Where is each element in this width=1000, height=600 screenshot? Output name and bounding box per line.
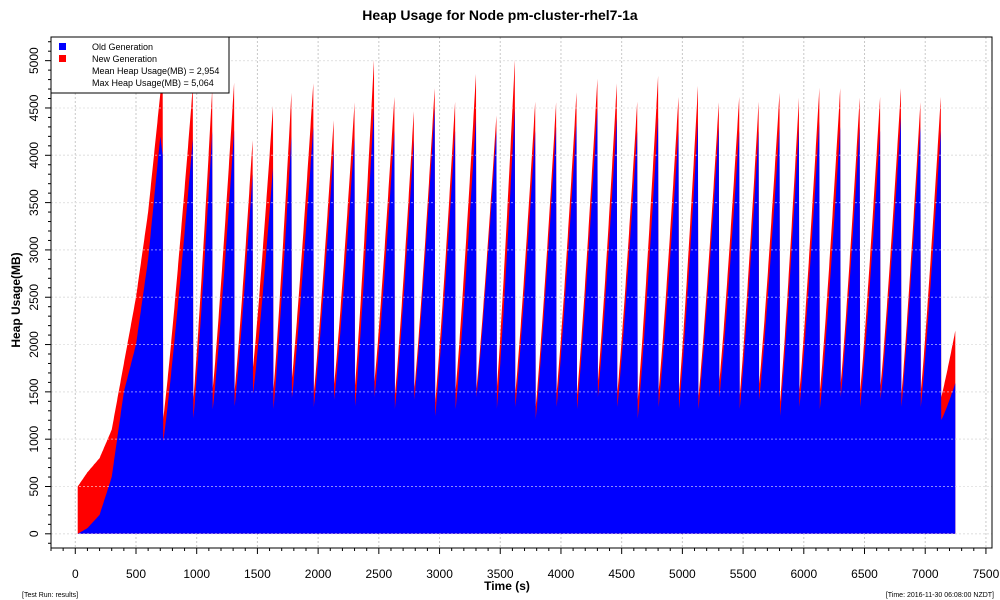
y-tick-label: 2000 (27, 331, 41, 358)
x-tick-label: 1000 (183, 567, 210, 581)
chart-title: Heap Usage for Node pm-cluster-rhel7-1a (362, 7, 638, 23)
x-tick-label: 5000 (669, 567, 696, 581)
legend: Old Generation New Generation Mean Heap … (50, 36, 230, 94)
y-tick-label: 4000 (27, 142, 41, 169)
x-tick-label: 0 (72, 567, 79, 581)
x-tick-label: 3500 (487, 567, 514, 581)
y-tick-label: 0 (27, 530, 41, 537)
grid-lines-overlay (51, 60, 992, 535)
y-tick-label: 3500 (27, 189, 41, 216)
footer-test-run: [Test Run: results] (22, 592, 78, 599)
y-tick-label: 1500 (27, 378, 41, 405)
x-tick-label: 7500 (973, 567, 1000, 581)
y-axis-label: Heap Usage(MB) (9, 252, 23, 347)
x-tick-label: 4000 (548, 567, 575, 581)
y-tick-label: 4500 (27, 94, 41, 121)
y-axis-ticks: 0 500 1000 1500 2000 2500 3000 3500 4000 4500 5000 (27, 41, 51, 544)
x-tick-label: 6500 (851, 567, 878, 581)
x-tick-label: 4500 (608, 567, 635, 581)
x-axis-label: Time (s) (484, 579, 530, 593)
x-tick-label: 2500 (365, 567, 392, 581)
x-tick-label: 2000 (305, 567, 332, 581)
x-tick-label: 3000 (426, 567, 453, 581)
y-tick-label: 1000 (27, 426, 41, 453)
legend-box (50, 36, 230, 94)
series-old-generation (77, 108, 956, 534)
legend-max-heap: Max Heap Usage(MB) = 5,064 (92, 78, 214, 88)
y-tick-label: 500 (27, 476, 41, 496)
legend-swatch-new (59, 55, 66, 62)
y-tick-label: 3000 (27, 236, 41, 263)
x-tick-label: 5500 (730, 567, 757, 581)
x-tick-label: 6000 (790, 567, 817, 581)
y-tick-label: 5000 (27, 47, 41, 74)
legend-mean-heap: Mean Heap Usage(MB) = 2,954 (92, 66, 219, 76)
x-axis-ticks: 0 500 1000 1500 2000 2500 3000 3500 4000 4500 5000… (50, 548, 1000, 581)
x-tick-label: 1500 (244, 567, 271, 581)
x-tick-label: 500 (126, 567, 146, 581)
series-old-generation-area (77, 108, 956, 534)
legend-label-new: New Generation (92, 54, 157, 64)
legend-label-old: Old Generation (92, 42, 153, 52)
plot-frame (50, 36, 993, 549)
legend-swatch-old (59, 43, 66, 50)
x-tick-label: 7000 (912, 567, 939, 581)
y-tick-label: 2500 (27, 284, 41, 311)
footer-timestamp: [Time: 2016-11-30 06:08:00 NZDT] (886, 592, 994, 599)
